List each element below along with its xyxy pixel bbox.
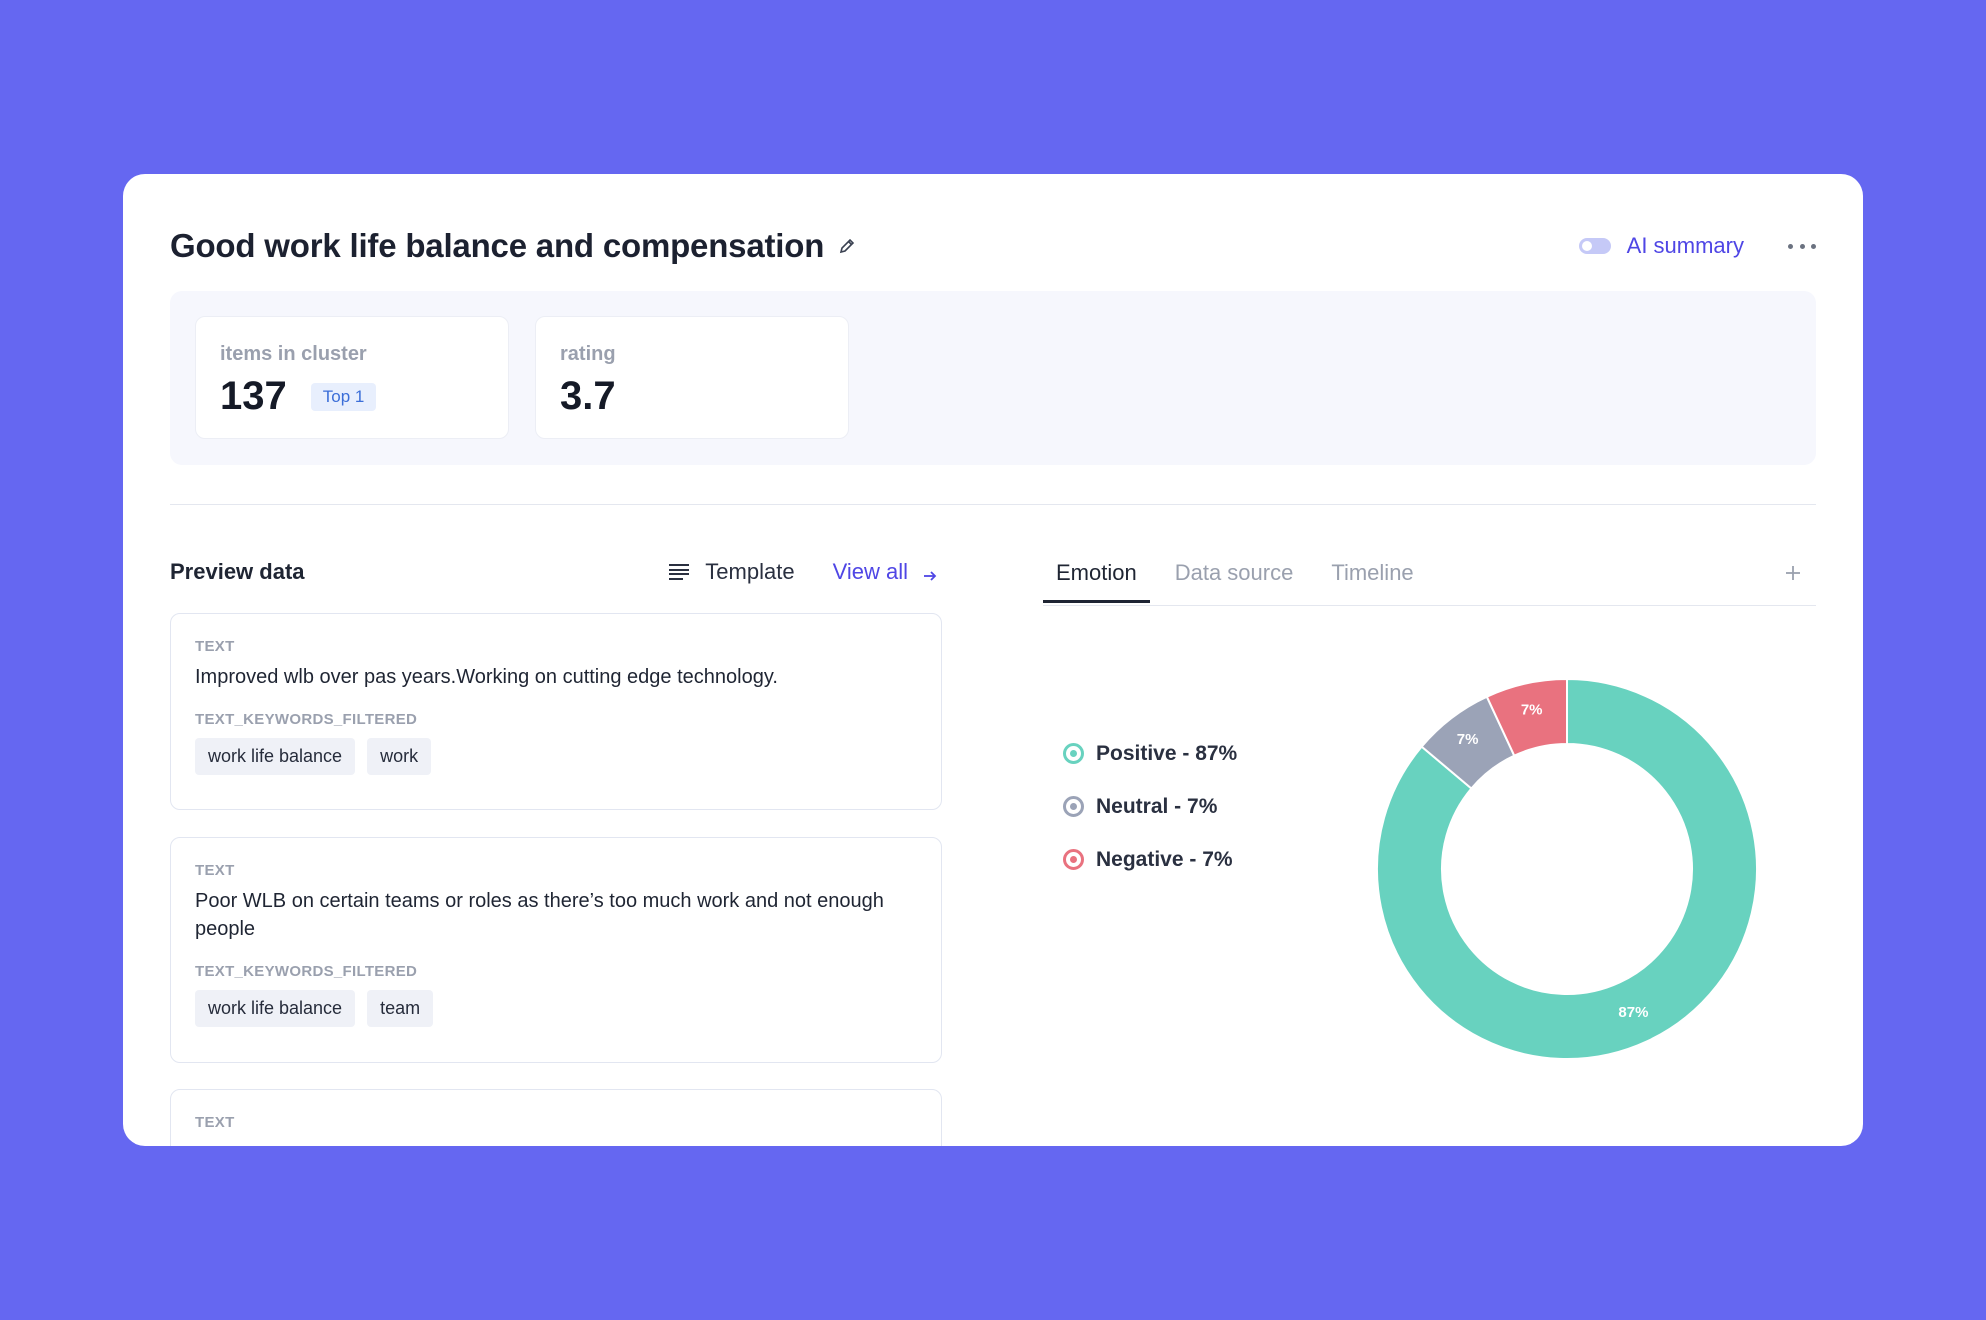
rank-badge: Top 1 <box>310 382 377 411</box>
pencil-icon[interactable] <box>838 237 856 255</box>
legend-dot <box>1063 849 1084 870</box>
chart-legend: Positive - 87% Neutral - 7% Negative - 7… <box>1063 727 1237 886</box>
item-text: Improved wlb over pas years.Working on c… <box>195 666 778 688</box>
donut-slice-positive[interactable] <box>1377 679 1757 1059</box>
legend-label: Negative - 7% <box>1096 847 1233 871</box>
ai-summary-toggle[interactable] <box>1578 238 1611 254</box>
preview-item[interactable]: TEXT <box>170 1089 942 1146</box>
keyword-tag[interactable]: work life balance <box>195 990 356 1027</box>
view-all-label: View all <box>832 559 908 584</box>
legend-item-negative: Negative - 7% <box>1063 833 1237 886</box>
keyword-tags: work life balance work <box>195 738 917 775</box>
keywords-field-label: TEXT_KEYWORDS_FILTERED <box>195 711 418 728</box>
plus-icon[interactable] <box>1784 564 1802 582</box>
tab-timeline[interactable]: Timeline <box>1331 560 1414 585</box>
tab-emotion[interactable]: Emotion <box>1043 556 1150 603</box>
preview-title: Preview data <box>170 559 305 584</box>
legend-label: Neutral - 7% <box>1096 794 1218 818</box>
keyword-tag[interactable]: team <box>367 990 434 1027</box>
keywords-field-label: TEXT_KEYWORDS_FILTERED <box>195 963 418 980</box>
card-header: Good work life balance and compensation … <box>170 216 1816 276</box>
view-all-link[interactable]: View all <box>833 559 938 585</box>
page-title: Good work life balance and compensation <box>170 227 825 264</box>
stat-value: 137 <box>220 374 287 418</box>
divider <box>170 504 1816 505</box>
donut-data-label: 87% <box>1618 1004 1648 1021</box>
preview-header: Preview data Template View all <box>170 552 938 592</box>
donut-slice-negative[interactable] <box>1485 679 1568 757</box>
template-button[interactable]: Template <box>669 559 795 585</box>
preview-item[interactable]: TEXT Improved wlb over pas years.Working… <box>170 613 942 810</box>
legend-label: Positive - 87% <box>1096 741 1238 765</box>
template-label: Template <box>705 559 795 584</box>
legend-item-positive: Positive - 87% <box>1063 727 1237 780</box>
stats-panel: items in cluster 137 Top 1 rating 3.7 <box>170 291 1816 465</box>
legend-item-neutral: Neutral - 7% <box>1063 780 1237 833</box>
stat-label: items in cluster <box>220 343 367 365</box>
cluster-card: Good work life balance and compensation … <box>123 174 1863 1146</box>
tab-data-source[interactable]: Data source <box>1174 560 1294 585</box>
keyword-tag[interactable]: work <box>367 738 432 775</box>
arrow-right-icon <box>922 564 938 581</box>
donut-data-label: 7% <box>1457 731 1479 748</box>
legend-dot <box>1063 743 1084 764</box>
item-text: Poor WLB on certain teams or roles as th… <box>195 890 884 940</box>
legend-dot <box>1063 796 1084 817</box>
ai-summary-label[interactable]: AI summary <box>1626 233 1744 258</box>
text-field-label: TEXT <box>195 1114 235 1131</box>
text-lines-icon <box>669 564 690 580</box>
header-actions: AI summary <box>1578 233 1816 259</box>
stat-items-in-cluster: items in cluster 137 Top 1 <box>195 316 509 439</box>
emotion-donut-chart: 87% 7% 7% <box>1377 679 1757 1059</box>
more-options-icon[interactable] <box>1788 242 1816 250</box>
preview-item[interactable]: TEXT Poor WLB on certain teams or roles … <box>170 837 942 1063</box>
text-field-label: TEXT <box>195 862 235 879</box>
keyword-tag[interactable]: work life balance <box>195 738 356 775</box>
stat-label: rating <box>560 343 616 365</box>
keyword-tags: work life balance team <box>195 990 917 1027</box>
donut-data-label: 7% <box>1521 701 1543 718</box>
stat-rating: rating 3.7 <box>535 316 849 439</box>
text-field-label: TEXT <box>195 638 235 655</box>
stat-value: 3.7 <box>560 374 616 418</box>
chart-tabs: Emotion Data source Timeline <box>1043 552 1816 606</box>
